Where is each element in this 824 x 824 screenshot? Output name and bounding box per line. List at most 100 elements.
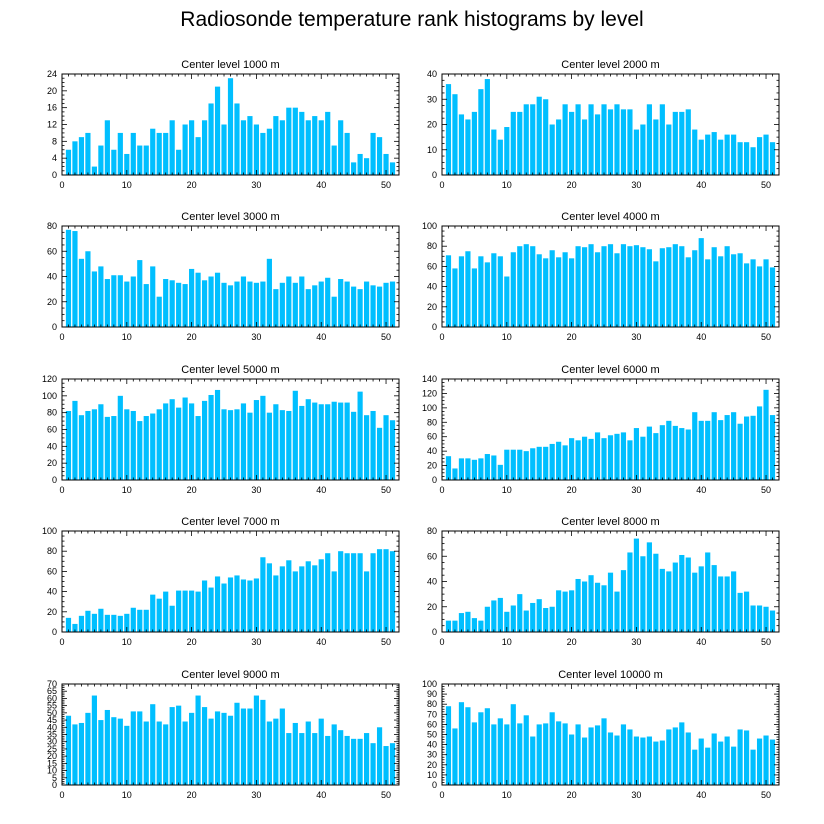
bar	[562, 104, 568, 175]
bar	[471, 618, 477, 632]
bar	[124, 613, 130, 632]
bar	[653, 741, 659, 785]
bar	[556, 721, 562, 785]
bar	[465, 611, 471, 632]
bar	[111, 614, 117, 632]
y-tick-label: 40	[427, 282, 437, 292]
bar	[85, 712, 91, 785]
x-tick-label: 30	[251, 180, 261, 190]
y-tick-label: 0	[52, 475, 57, 485]
y-tick-label: 80	[47, 408, 57, 418]
bar	[325, 404, 331, 480]
y-tick-label: 60	[427, 551, 437, 561]
bar	[143, 721, 149, 785]
bar	[286, 107, 292, 175]
bar	[705, 134, 711, 175]
bar	[646, 542, 652, 632]
bar	[364, 733, 370, 785]
bar	[769, 739, 776, 785]
x-tick-label: 40	[316, 180, 326, 190]
x-tick-label: 30	[631, 637, 641, 647]
bar	[737, 142, 743, 175]
bar	[562, 723, 568, 785]
bar	[633, 736, 640, 785]
bar	[543, 608, 549, 632]
bar	[614, 104, 620, 175]
bar	[588, 575, 594, 632]
bar	[769, 142, 776, 175]
bar	[724, 576, 730, 632]
x-tick-label: 30	[251, 790, 261, 800]
bar	[182, 397, 188, 480]
bar	[445, 255, 452, 327]
bar	[666, 247, 672, 327]
bar	[588, 727, 594, 785]
bar	[517, 111, 523, 176]
x-tick-label: 50	[381, 790, 391, 800]
bar	[247, 281, 253, 327]
y-tick-label: 20	[47, 297, 57, 307]
bar	[91, 166, 97, 175]
bar	[195, 137, 201, 176]
bar	[111, 717, 117, 785]
bar	[208, 587, 214, 632]
bar	[299, 405, 305, 480]
bar	[208, 394, 214, 480]
bar	[91, 695, 97, 785]
x-tick-label: 10	[502, 332, 512, 342]
bar	[130, 132, 136, 175]
bar	[299, 276, 305, 327]
bar	[338, 402, 344, 480]
y-tick-label: 80	[47, 546, 57, 556]
y-tick-label: 70	[427, 709, 437, 719]
bar	[273, 575, 279, 632]
y-tick-label: 40	[427, 69, 437, 79]
bar	[253, 578, 260, 632]
bar	[452, 620, 458, 632]
bar	[724, 736, 730, 785]
bar	[471, 722, 477, 785]
bar	[458, 114, 465, 175]
bar	[504, 724, 510, 785]
bar	[150, 128, 156, 175]
bar	[581, 581, 588, 632]
bar	[72, 724, 78, 785]
bar	[685, 257, 691, 327]
bar	[588, 244, 594, 327]
bar	[273, 116, 279, 175]
bar	[756, 266, 763, 327]
bar	[627, 729, 633, 785]
bar	[530, 736, 536, 785]
bar	[653, 261, 659, 327]
y-tick-label: 45	[47, 715, 57, 725]
bar	[389, 420, 396, 480]
bar	[646, 736, 652, 785]
bar	[504, 449, 510, 480]
bar	[195, 695, 201, 785]
bar	[465, 707, 471, 785]
bar	[357, 738, 363, 785]
y-tick-label: 20	[47, 607, 57, 617]
bar	[383, 746, 389, 785]
bar	[253, 282, 260, 327]
bar	[111, 275, 117, 327]
bar	[452, 268, 458, 327]
bar	[201, 707, 208, 785]
bar	[711, 565, 717, 632]
bar	[581, 119, 588, 175]
bar	[208, 103, 214, 175]
bar	[627, 552, 633, 632]
bar	[299, 111, 305, 176]
bar	[163, 279, 169, 327]
bar	[458, 613, 465, 632]
y-tick-label: 0	[432, 780, 437, 790]
bar	[201, 400, 208, 480]
bar	[504, 276, 510, 327]
bar	[91, 613, 97, 632]
bar	[279, 120, 285, 175]
panel-8: Center level 8000 m 0 10 20 30 40 50 0 20 40 60 80	[427, 516, 780, 647]
bar	[640, 124, 646, 175]
bar	[607, 572, 614, 632]
bar	[731, 254, 737, 327]
bar	[124, 725, 130, 785]
